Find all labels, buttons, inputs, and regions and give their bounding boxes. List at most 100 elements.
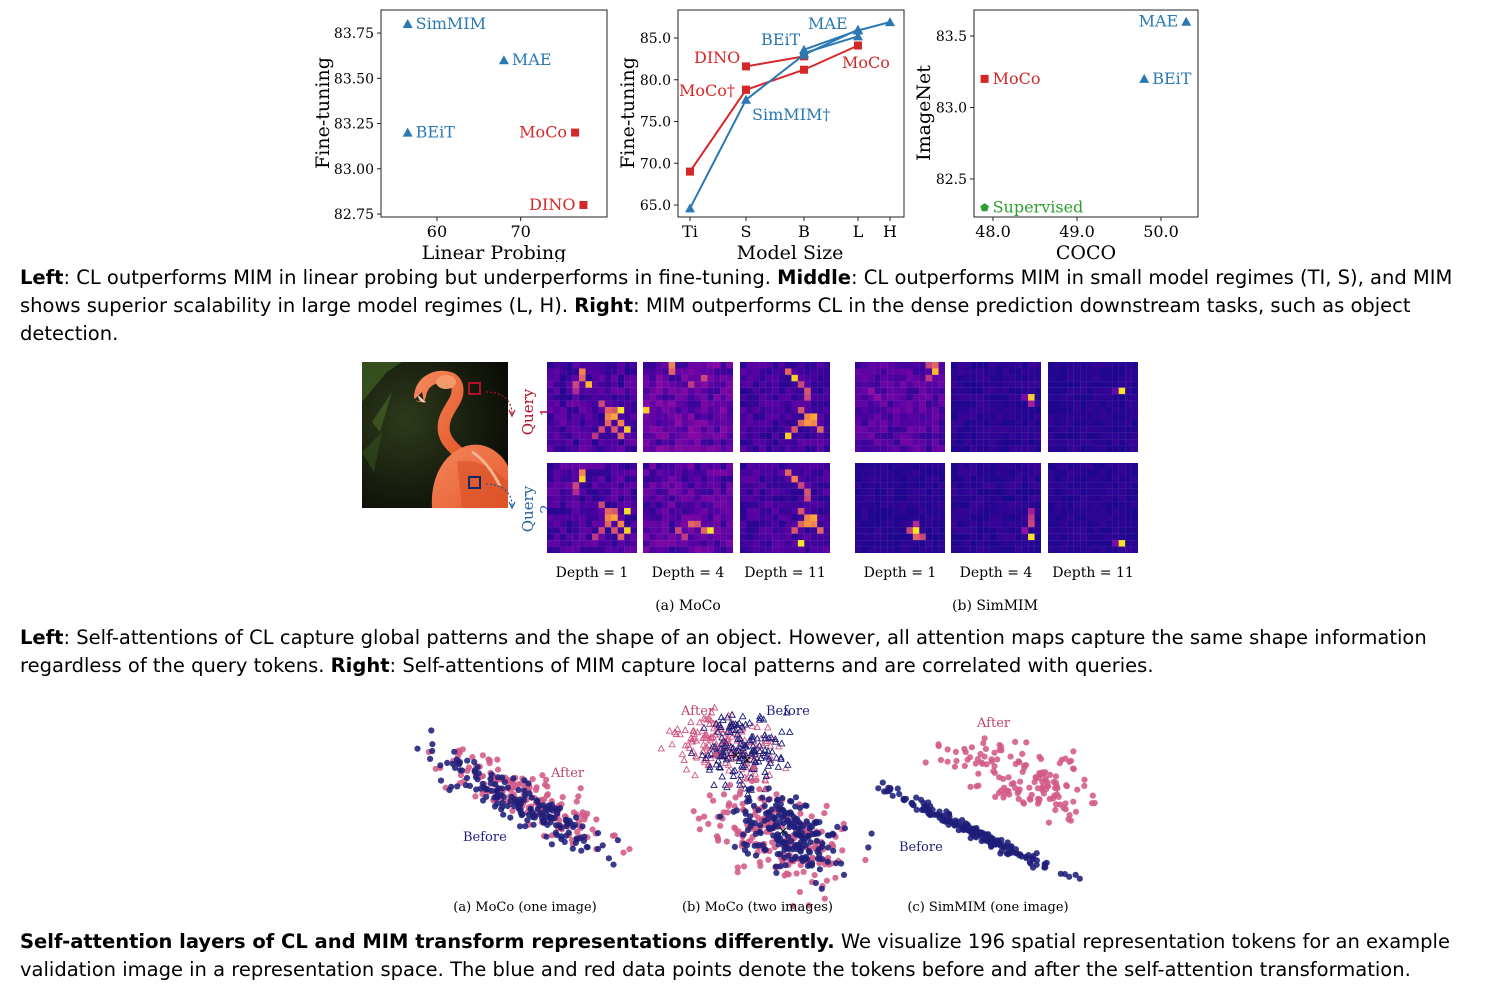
caption1-left-text: : CL outperforms MIM in linear probing b…: [63, 266, 778, 289]
chart-left-xlabel: Linear Probing: [422, 242, 567, 262]
heatmap-moco-query1-depth1: [547, 362, 637, 452]
figure1-charts: 83.75 83.50 83.25 83.00 82.75 60 70 Linear Pr…: [312, 9, 1199, 262]
series-point: [741, 94, 751, 104]
point-dino: [579, 200, 588, 209]
chart-middle-ylabel: Fine-tuning: [617, 57, 639, 169]
heatmap-moco-query1-depth4: [643, 362, 733, 452]
series-point: [854, 41, 862, 50]
chart-right-xlabel: COCO: [1056, 242, 1116, 262]
y-tick-label: 83.50: [334, 71, 374, 87]
point-label-mae: MAE: [1139, 12, 1179, 31]
panel-label-simmim: (b) SimMIM: [952, 598, 1038, 614]
y-tick-label: 75.0: [640, 115, 671, 131]
panel-label-scatter-b: (b) MoCo (two images): [681, 900, 834, 915]
query2-box: [468, 476, 481, 489]
point-mae: [498, 55, 509, 65]
heatmap-simmim-query1-depth11: [1048, 362, 1138, 452]
scatter-c-before-label: Before: [899, 840, 943, 855]
chart-left-xticks: 60 70: [427, 217, 531, 241]
scatter-b-after-label: After: [680, 704, 715, 719]
caption-figure2: Left: Self-attentions of CL capture glob…: [20, 624, 1500, 680]
series-point: [885, 17, 895, 27]
heatmap-simmim-query1-depth4: [951, 362, 1041, 452]
series-label-simmim-dagger: SimMIM†: [752, 105, 830, 124]
query1-box: [468, 382, 481, 395]
series-point: [742, 85, 750, 94]
series-point: [799, 44, 809, 54]
depth-label-moco-1: Depth = 1: [555, 565, 629, 581]
series-label-beit: BEiT: [761, 30, 801, 49]
point-label-beit: BEiT: [416, 123, 456, 142]
chart-middle-marks: DINO MoCo† MoCo BEiT MAE SimMIM†: [679, 14, 895, 213]
panel-label-scatter-c: (c) SimMIM (one image): [907, 900, 1069, 915]
heatmap-simmim-query2-depth1: [855, 463, 945, 553]
y-tick-label: 83.00: [334, 162, 374, 178]
caption3-bold: Self-attention layers of CL and MIM tran…: [20, 930, 835, 953]
series-point: [686, 167, 694, 176]
query-arrows: [485, 391, 516, 510]
series-label-mae: MAE: [808, 14, 848, 33]
chart-middle-xticks: Ti S B L H: [682, 217, 897, 241]
chart-right: 83.583.082.5 48.0 49.0 50.0 COCO ImageNet …: [913, 9, 1199, 262]
chart-right-marks: MAE MoCo BEiT Supervised: [980, 12, 1192, 217]
point-simmim: [402, 19, 413, 28]
query2-label: Query 2: [519, 485, 555, 533]
point-label-beit: BEiT: [1152, 69, 1192, 88]
scatter-a-before-label: Before: [463, 830, 507, 845]
depth-label-simmim-1: Depth = 1: [863, 565, 937, 581]
x-tick-label: S: [741, 222, 752, 241]
x-tick-label: 50.0: [1143, 222, 1179, 241]
depth-label-moco-11: Depth = 11: [744, 565, 826, 581]
chart-left-ylabel: Fine-tuning: [312, 57, 334, 169]
series-line-beit: [803, 35, 859, 54]
series-point: [853, 25, 863, 35]
x-tick-label: B: [798, 222, 810, 241]
query1-label: Query 1: [519, 388, 555, 436]
y-tick-label: 83.0: [936, 101, 967, 117]
point-label-moco: MoCo: [993, 69, 1041, 88]
point-moco: [980, 74, 989, 83]
y-tick-label: 82.5: [936, 172, 967, 188]
series-label-dino: DINO: [694, 48, 740, 67]
y-tick-label: 70.0: [640, 156, 671, 172]
point-label-simmim: SimMIM: [416, 14, 486, 33]
point-beit: [1139, 73, 1150, 83]
y-tick-label: 83.5: [936, 29, 967, 45]
caption3-text: We visualize 196 spatial representation …: [20, 930, 1450, 981]
caption2-left-label: Left: [20, 626, 64, 649]
scatter-moco-two-images: [657, 703, 875, 910]
series-point: [685, 203, 695, 213]
y-tick-label: 65.0: [640, 198, 671, 214]
scatter-simmim-one-image: [875, 735, 1098, 882]
chart-left-yticks: 83.75 83.50 83.25 83.00 82.75: [334, 26, 381, 223]
depth-label-simmim-11: Depth = 11: [1052, 565, 1134, 581]
heatmap-simmim-query2-depth11: [1048, 463, 1138, 553]
caption1-middle-label: Middle: [777, 266, 852, 289]
x-tick-label: H: [883, 222, 897, 241]
caption1-right-text: : MIM outperforms CL in the dense predic…: [20, 294, 1411, 345]
series-line-moco-dagger: [689, 89, 747, 173]
chart-middle-frame: [677, 9, 905, 218]
chart-left-frame: [380, 9, 608, 218]
caption1-left-label: Left: [20, 266, 64, 289]
series-point: [853, 31, 863, 41]
caption-figure3: Self-attention layers of CL and MIM tran…: [20, 928, 1500, 984]
series-line-simmim-dagger: [689, 28, 859, 209]
y-tick-label: 80.0: [640, 73, 671, 89]
heatmap-moco-query1-depth11: [740, 362, 830, 452]
y-tick-label: 83.75: [334, 26, 374, 42]
caption2-left-text: : Self-attentions of CL capture global p…: [20, 626, 1427, 677]
caption1-right-label: Right: [574, 294, 634, 317]
point-label-supervised: Supervised: [993, 198, 1084, 217]
x-tick-label: 70: [510, 222, 530, 241]
y-tick-label: 83.25: [334, 117, 374, 133]
series-label-moco: MoCo: [842, 53, 890, 72]
chart-middle: 85.0 80.0 75.0 70.0 65.0 Ti S B L H Model Size F…: [617, 9, 905, 262]
point-label-dino: DINO: [529, 195, 575, 214]
heatmap-moco-query2-depth4: [643, 463, 733, 553]
panel-label-moco: (a) MoCo: [655, 598, 721, 614]
chart-right-ylabel: ImageNet: [913, 65, 935, 161]
x-tick-label: 48.0: [975, 222, 1011, 241]
chart-right-yticks: 83.5 83.0 82.5: [936, 29, 974, 188]
scatter-b-before-label: Before: [766, 704, 810, 719]
